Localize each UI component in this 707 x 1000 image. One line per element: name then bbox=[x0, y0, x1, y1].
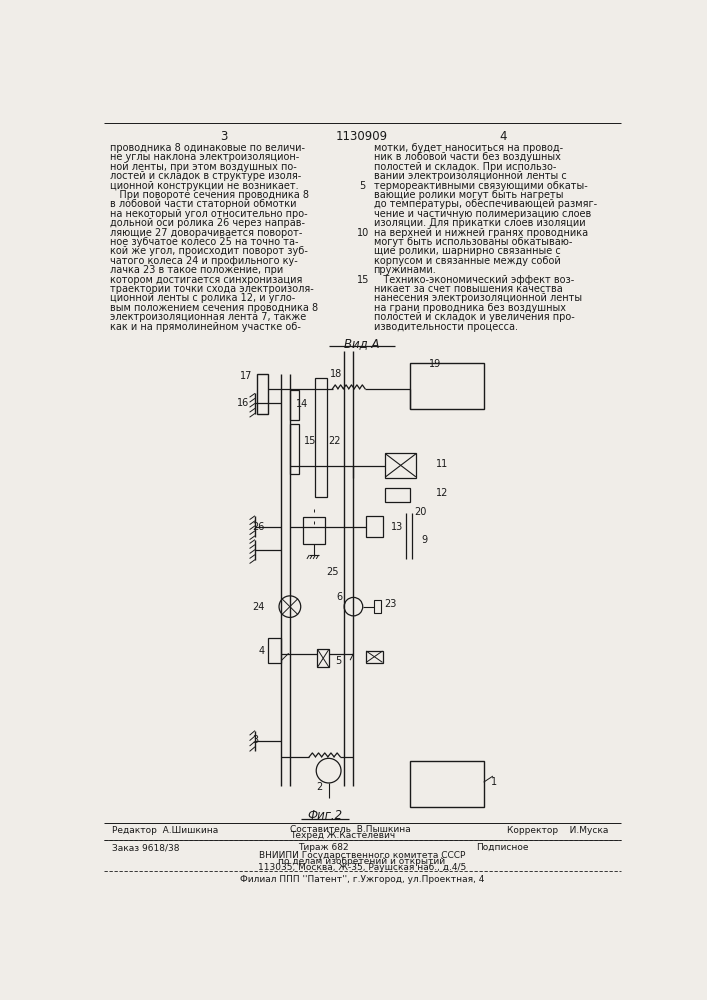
Text: мотки, будет наноситься на провод-: мотки, будет наноситься на провод- bbox=[373, 143, 563, 153]
Text: 20: 20 bbox=[414, 507, 426, 517]
Text: лостей и складок в структуре изоля-: лостей и складок в структуре изоля- bbox=[110, 171, 301, 181]
Text: 2: 2 bbox=[316, 782, 322, 792]
Text: Вид А: Вид А bbox=[344, 337, 380, 350]
Text: ное зубчатое колесо 25 на точно та-: ное зубчатое колесо 25 на точно та- bbox=[110, 237, 298, 247]
Text: 12: 12 bbox=[436, 488, 448, 498]
Text: 5: 5 bbox=[335, 656, 341, 666]
Text: до температуры, обеспечивающей размяг-: до температуры, обеспечивающей размяг- bbox=[373, 199, 597, 209]
Text: 22: 22 bbox=[329, 436, 341, 446]
Text: 3: 3 bbox=[221, 130, 228, 143]
Text: электроизоляционная лента 7, также: электроизоляционная лента 7, также bbox=[110, 312, 306, 322]
Text: 9: 9 bbox=[421, 535, 428, 545]
Text: 4: 4 bbox=[259, 646, 265, 656]
Bar bbox=[410, 761, 484, 807]
Bar bbox=[385, 453, 416, 478]
Text: ВНИИПИ Государственного комитета СССР: ВНИИПИ Государственного комитета СССР bbox=[259, 851, 465, 860]
Text: 16: 16 bbox=[237, 398, 249, 408]
Text: 4: 4 bbox=[499, 130, 507, 143]
Bar bbox=[290, 424, 299, 474]
Text: Технико-экономический эффект воз-: Технико-экономический эффект воз- bbox=[373, 275, 574, 285]
Text: вым положением сечения проводника 8: вым положением сечения проводника 8 bbox=[110, 303, 318, 313]
Text: 17: 17 bbox=[240, 371, 252, 381]
Text: 13: 13 bbox=[391, 522, 403, 532]
Text: 5: 5 bbox=[360, 181, 366, 191]
Bar bbox=[373, 600, 381, 613]
Text: ной ленты, при этом воздушных по-: ной ленты, при этом воздушных по- bbox=[110, 162, 297, 172]
Text: Фиг.2: Фиг.2 bbox=[307, 809, 342, 822]
Text: термореактивными связующими обкаты-: термореактивными связующими обкаты- bbox=[373, 181, 588, 191]
Text: 1130909: 1130909 bbox=[336, 130, 388, 143]
Text: 26: 26 bbox=[252, 522, 265, 532]
Text: Корректор    И.Муска: Корректор И.Муска bbox=[507, 826, 608, 835]
Text: Заказ 9618/38: Заказ 9618/38 bbox=[112, 843, 179, 852]
Text: траектории точки схода электроизоля-: траектории точки схода электроизоля- bbox=[110, 284, 314, 294]
Text: При повороте сечения проводника 8: При повороте сечения проводника 8 bbox=[110, 190, 309, 200]
Text: корпусом и связанные между собой: корпусом и связанные между собой bbox=[373, 256, 561, 266]
Bar bbox=[366, 651, 383, 663]
Text: вании электроизоляционной ленты с: вании электроизоляционной ленты с bbox=[373, 171, 566, 181]
Text: ционной конструкции не возникает.: ционной конструкции не возникает. bbox=[110, 181, 298, 191]
Bar bbox=[385, 488, 410, 502]
Text: 15: 15 bbox=[356, 275, 369, 285]
Text: 1: 1 bbox=[491, 777, 498, 787]
Text: Тираж 682: Тираж 682 bbox=[298, 843, 349, 852]
Bar bbox=[257, 374, 268, 414]
Bar bbox=[268, 638, 281, 663]
Text: на грани проводника без воздушных: на грани проводника без воздушных bbox=[373, 303, 566, 313]
Text: котором достигается синхронизация: котором достигается синхронизация bbox=[110, 275, 303, 285]
Text: чатого колеса 24 и профильного ку-: чатого колеса 24 и профильного ку- bbox=[110, 256, 298, 266]
Text: по делам изобретений и открытий: по делам изобретений и открытий bbox=[279, 857, 445, 866]
Text: никает за счет повышения качества: никает за счет повышения качества bbox=[373, 284, 562, 294]
Text: лачка 23 в такое положение, при: лачка 23 в такое положение, при bbox=[110, 265, 284, 275]
Text: проводника 8 одинаковые по величи-: проводника 8 одинаковые по величи- bbox=[110, 143, 305, 153]
Text: 14: 14 bbox=[296, 399, 308, 409]
Text: ляющие 27 доворачивается поворот-: ляющие 27 доворачивается поворот- bbox=[110, 228, 303, 238]
Text: полостей и складок и увеличения про-: полостей и складок и увеличения про- bbox=[373, 312, 574, 322]
Text: Составитель  В.Пышкина: Составитель В.Пышкина bbox=[290, 825, 411, 834]
Text: на некоторый угол относительно про-: на некоторый угол относительно про- bbox=[110, 209, 308, 219]
Text: 10: 10 bbox=[356, 228, 369, 238]
Text: щие ролики, шарнирно связанные с: щие ролики, шарнирно связанные с bbox=[373, 246, 561, 256]
Text: 24: 24 bbox=[252, 602, 265, 612]
Text: не углы наклона электроизоляцион-: не углы наклона электроизоляцион- bbox=[110, 152, 299, 162]
Bar bbox=[290, 390, 299, 420]
Text: 6: 6 bbox=[337, 592, 342, 602]
Text: изоляции. Для прикатки слоев изоляции: изоляции. Для прикатки слоев изоляции bbox=[373, 218, 585, 228]
Text: как и на прямолинейном участке об-: как и на прямолинейном участке об- bbox=[110, 322, 301, 332]
Text: на верхней и нижней гранях проводника: на верхней и нижней гранях проводника bbox=[373, 228, 588, 238]
Text: 19: 19 bbox=[429, 359, 442, 369]
Text: 3: 3 bbox=[252, 735, 259, 745]
Text: 113035, Москва, Ж-35, Раушская наб., д.4/5: 113035, Москва, Ж-35, Раушская наб., д.4… bbox=[258, 863, 466, 872]
Bar bbox=[315, 378, 327, 497]
Text: дольной оси ролика 26 через направ-: дольной оси ролика 26 через направ- bbox=[110, 218, 305, 228]
Bar bbox=[366, 516, 383, 537]
Text: Редактор  А.Шишкина: Редактор А.Шишкина bbox=[112, 826, 218, 835]
Text: 11: 11 bbox=[436, 459, 448, 469]
Text: 23: 23 bbox=[385, 599, 397, 609]
Text: Техред Ж.Кастелевич: Техред Ж.Кастелевич bbox=[290, 831, 395, 840]
Text: полостей и складок. При использо-: полостей и складок. При использо- bbox=[373, 162, 556, 172]
Text: 18: 18 bbox=[330, 369, 342, 379]
Bar bbox=[303, 517, 325, 544]
Text: 15: 15 bbox=[304, 436, 316, 446]
Text: могут быть использованы обкатываю-: могут быть использованы обкатываю- bbox=[373, 237, 572, 247]
Text: чение и частичную полимеризацию слоев: чение и частичную полимеризацию слоев bbox=[373, 209, 591, 219]
Text: ционной ленты с ролика 12, и угло-: ционной ленты с ролика 12, и угло- bbox=[110, 293, 296, 303]
Text: 25: 25 bbox=[327, 567, 339, 577]
Text: Подписное: Подписное bbox=[476, 843, 528, 852]
Bar bbox=[317, 649, 329, 667]
Text: ник в лобовой части без воздушных: ник в лобовой части без воздушных bbox=[373, 152, 561, 162]
Text: вающие ролики могут быть нагреты: вающие ролики могут быть нагреты bbox=[373, 190, 563, 200]
Text: пружинами.: пружинами. bbox=[373, 265, 436, 275]
Text: изводительности процесса.: изводительности процесса. bbox=[373, 322, 518, 332]
Bar bbox=[410, 363, 484, 409]
Text: кой же угол, происходит поворот зуб-: кой же угол, происходит поворот зуб- bbox=[110, 246, 308, 256]
Text: в лобовой части статорной обмотки: в лобовой части статорной обмотки bbox=[110, 199, 296, 209]
Text: нанесения электроизоляционной ленты: нанесения электроизоляционной ленты bbox=[373, 293, 582, 303]
Text: Филиал ППП ''Патент'', г.Ужгород, ул.Проектная, 4: Филиал ППП ''Патент'', г.Ужгород, ул.Про… bbox=[240, 875, 484, 884]
